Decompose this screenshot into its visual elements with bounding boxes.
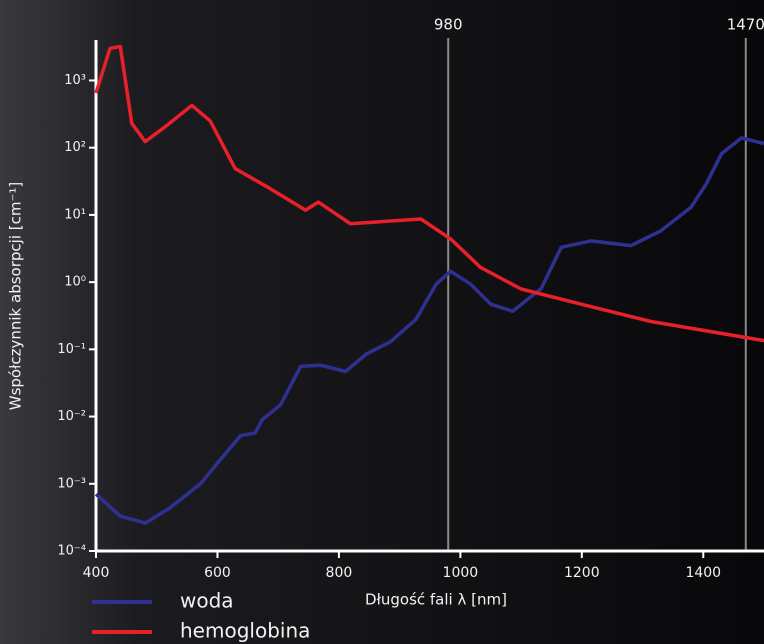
y-tick-label: 10⁰ bbox=[64, 275, 86, 290]
x-tick-label: 1400 bbox=[685, 565, 721, 581]
y-tick-label: 10⁻⁴ bbox=[57, 544, 86, 559]
y-tick-label: 10² bbox=[64, 140, 86, 155]
x-tick-label: 600 bbox=[204, 565, 231, 581]
y-tick-label: 10⁻¹ bbox=[57, 342, 86, 357]
legend-label: woda bbox=[180, 589, 234, 613]
x-tick-label: 400 bbox=[83, 565, 110, 581]
legend-label: hemoglobina bbox=[180, 619, 310, 643]
page: {"chart_data": { "type": "line", "x_labe… bbox=[0, 0, 764, 644]
y-tick-label: 10³ bbox=[64, 73, 86, 88]
y-tick-label: 10⁻² bbox=[57, 409, 86, 424]
x-tick-label: 800 bbox=[326, 565, 353, 581]
x-axis-label: Długość fali λ [nm] bbox=[365, 591, 507, 609]
marker-label: 1470 bbox=[727, 16, 764, 34]
chart: Współczynnik absorpcji [cm⁻¹] Długość fa… bbox=[0, 0, 764, 644]
marker-label: 980 bbox=[434, 16, 463, 34]
y-tick-label: 10¹ bbox=[64, 207, 86, 222]
x-tick-label: 1000 bbox=[443, 565, 479, 581]
x-tick-label: 1200 bbox=[564, 565, 600, 581]
y-tick-label: 10⁻³ bbox=[57, 476, 86, 491]
y-axis-label: Współczynnik absorpcji [cm⁻¹] bbox=[7, 182, 25, 410]
